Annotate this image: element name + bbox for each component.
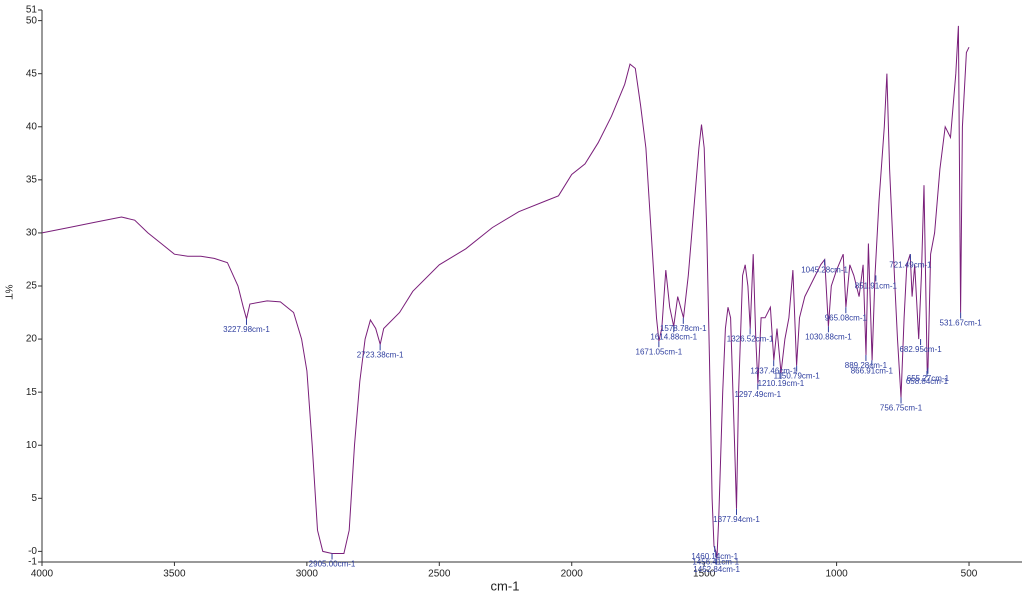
x-tick-label: 1500 (693, 569, 716, 580)
y-tick-label: 51 (26, 5, 38, 16)
y-tick-label: 25 (26, 281, 38, 292)
x-tick-label: 500 (961, 569, 978, 580)
peak-label: 2723.38cm-1 (357, 350, 404, 359)
y-tick-label: 5 (31, 493, 37, 504)
peak-label: 658.84cm-1 (906, 377, 949, 386)
y-tick-label: 50 (26, 15, 38, 26)
peak-label: 1452.84cm-1 (693, 565, 740, 574)
x-axis-label: cm-1 (491, 578, 520, 593)
peak-label: 3227.98cm-1 (223, 325, 270, 334)
y-tick-label: 20 (26, 334, 38, 345)
peak-label: 756.75cm-1 (880, 404, 923, 413)
peak-label: 531.67cm-1 (940, 319, 983, 328)
peak-label: 1614.88cm-1 (650, 332, 697, 341)
y-axis-label: %T (2, 285, 13, 300)
peak-label: 1671.05cm-1 (636, 347, 683, 356)
y-tick-label: 45 (26, 68, 38, 79)
y-tick-label: 15 (26, 387, 38, 398)
peak-label: 1460.14cm-1 (691, 552, 738, 561)
peak-label: 1326.52cm-1 (727, 335, 774, 344)
x-tick-label: 4000 (31, 569, 54, 580)
y-tick-label: -0 (28, 546, 37, 557)
peak-label: 1030.88cm-1 (805, 332, 852, 341)
x-tick-label: 2000 (561, 569, 584, 580)
x-tick-label: 3000 (296, 569, 319, 580)
y-tick-label: -1 (28, 557, 37, 568)
y-tick-label: 35 (26, 174, 38, 185)
peak-label: 1210.19cm-1 (758, 379, 805, 388)
peak-label: 1578.78cm-1 (660, 324, 707, 333)
peak-label: 1237.46cm-1 (750, 366, 797, 375)
x-tick-label: 3500 (163, 569, 186, 580)
peak-label: 1150.79cm-1 (774, 372, 821, 381)
peak-label: 1297.49cm-1 (734, 390, 781, 399)
peak-label: 1377.94cm-1 (713, 515, 760, 524)
peak-label: 1456.41cm-1 (692, 557, 739, 566)
spectrum-line (41, 25, 970, 559)
peak-label: 866.91cm-1 (851, 366, 894, 375)
y-tick-label: 40 (26, 121, 38, 132)
x-tick-label: 1000 (825, 569, 848, 580)
peak-label: 965.08cm-1 (825, 313, 868, 322)
x-tick-label: 2500 (428, 569, 451, 580)
y-tick-label: 30 (26, 228, 38, 239)
peak-label: 721.49cm-1 (889, 260, 932, 269)
peak-label: 889.28cm-1 (845, 361, 888, 370)
peak-label: 2905.00cm-1 (309, 560, 356, 569)
peak-label: 851.91cm-1 (855, 281, 898, 290)
peak-label: 655.27cm-1 (907, 374, 950, 383)
peak-label: 1045.28cm-1 (801, 266, 848, 275)
y-tick-label: 10 (26, 440, 38, 451)
peak-label: 682.95cm-1 (899, 345, 942, 354)
